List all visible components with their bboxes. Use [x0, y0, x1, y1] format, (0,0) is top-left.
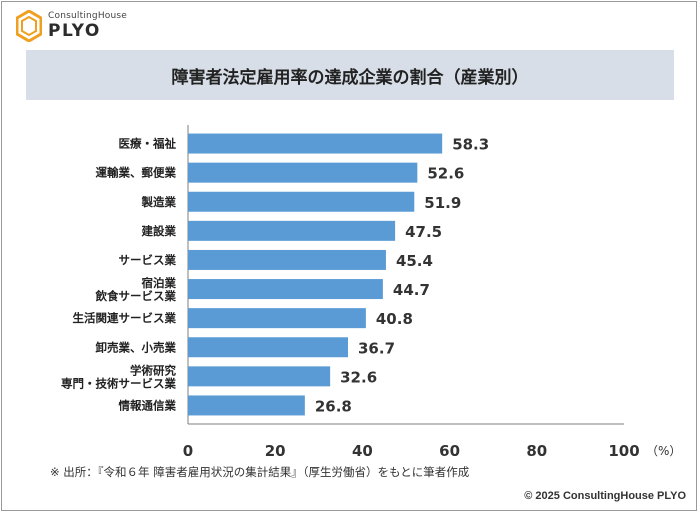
bar-7: [188, 308, 366, 329]
x-tick-label-1: 0: [183, 442, 193, 460]
brand-sub: ConsultingHouse: [48, 11, 128, 21]
x-tick-label-6: 100: [608, 442, 639, 460]
data-label-2: 52.6: [427, 165, 464, 183]
category-label-6: 宿泊業飲食サービス業: [95, 276, 177, 303]
x-unit-label: （%）: [646, 444, 681, 458]
x-tick-label-2: 20: [265, 442, 286, 460]
bar-4: [188, 220, 396, 241]
category-label-4: 建設業: [142, 224, 177, 238]
copyright: © 2025 ConsultingHouse PLYO: [524, 490, 686, 502]
category-label-3: 製造業: [141, 195, 177, 209]
bar-3: [188, 191, 415, 212]
category-label-8: 卸売業、小売業: [96, 340, 177, 354]
chart-title: 障害者法定雇用率の達成企業の割合（産業別）: [171, 67, 529, 88]
brand-main: PLYO: [48, 21, 101, 41]
chart-title-band: 障害者法定雇用率の達成企業の割合（産業別）: [26, 50, 674, 100]
bar-6: [188, 279, 383, 300]
data-label-9: 32.6: [340, 368, 377, 386]
bar-1: [188, 133, 443, 154]
category-label-10: 情報通信業: [118, 398, 177, 412]
data-label-5: 45.4: [396, 252, 433, 270]
data-label-4: 47.5: [405, 223, 442, 241]
data-label-8: 36.7: [358, 339, 395, 357]
brand-logo: ConsultingHouse PLYO: [16, 8, 127, 44]
category-label-9: 学術研究専門・技術サービス業: [61, 363, 176, 390]
x-tick-label-3: 40: [352, 442, 373, 460]
category-label-5: サービス業: [119, 253, 177, 267]
x-tick-label-5: 80: [526, 442, 547, 460]
data-label-6: 44.7: [393, 281, 430, 299]
bar-5: [188, 249, 386, 270]
bar-10: [188, 395, 305, 416]
hexagon-logo-icon: [16, 10, 42, 42]
category-label-7: 生活関連サービス業: [73, 311, 177, 325]
data-label-7: 40.8: [376, 310, 413, 328]
bar-9: [188, 366, 331, 387]
bar-2: [188, 162, 418, 183]
data-label-1: 58.3: [452, 136, 489, 154]
bar-8: [188, 337, 349, 358]
category-label-1: 医療・福祉: [119, 137, 177, 151]
category-label-2: 運輸業、郵便業: [96, 166, 177, 180]
data-label-3: 51.9: [424, 194, 461, 212]
x-tick-label-4: 60: [439, 442, 460, 460]
source-note: ※ 出所：『令和６年 障害者雇用状況の集計結果』（厚生労働省）をもとに筆者作成: [50, 465, 470, 479]
data-label-10: 26.8: [315, 397, 352, 415]
